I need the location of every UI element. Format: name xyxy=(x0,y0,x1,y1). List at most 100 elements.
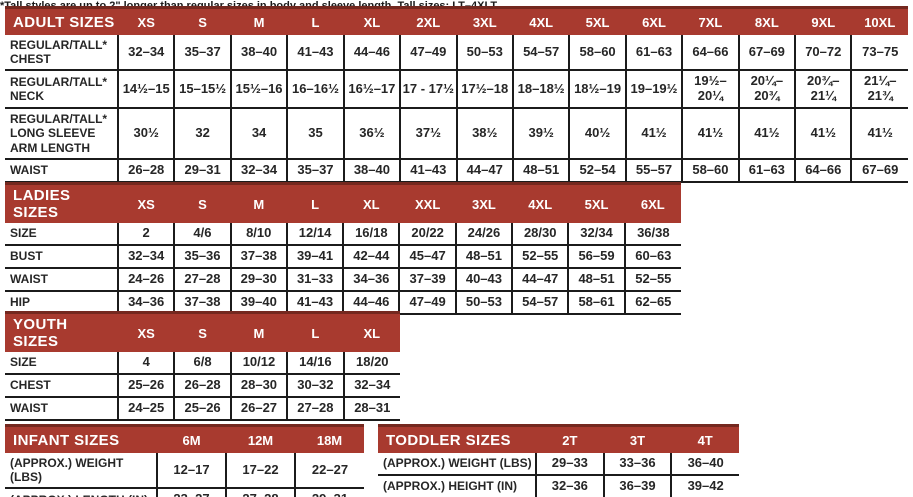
table-cell: 32–34 xyxy=(342,373,400,398)
table-cell: 48–51 xyxy=(511,158,570,183)
table-cell: 41½ xyxy=(850,108,908,160)
table-cell: 61–63 xyxy=(624,35,683,72)
table-cell: 67–69 xyxy=(850,158,908,183)
table-cell: 28–30 xyxy=(229,373,288,398)
column-header: XL xyxy=(343,6,401,35)
column-header: 2T xyxy=(536,424,604,453)
table-title: LADIES SIZES xyxy=(5,182,118,223)
table-cell: 12/14 xyxy=(285,223,344,246)
table-cell: 35–36 xyxy=(173,244,231,269)
table-cell: 48–51 xyxy=(454,244,513,269)
row-label: (APPROX.) WEIGHT (LBS) xyxy=(378,453,536,476)
table-cell: 32/34 xyxy=(567,223,625,246)
ladies-sizes-table: LADIES SIZES XS S M L XL XXL 3XL 4XL 5XL 6XL SIZE 2 4… xyxy=(5,182,681,315)
column-header: S xyxy=(174,6,231,35)
table-cell: 19½– 20¼ xyxy=(681,70,739,110)
column-header: 8XL xyxy=(738,6,796,35)
table-cell: 14½–15 xyxy=(116,70,175,110)
table-cell: 30½ xyxy=(116,108,175,160)
table-row: (APPROX.) WEIGHT (LBS) 12–17 17–22 22–27 xyxy=(5,453,364,490)
table-cell: 39½ xyxy=(511,108,570,160)
table-cell: 15–15½ xyxy=(173,70,231,110)
table-cell: 52–54 xyxy=(568,158,626,183)
table-cell: 32–34 xyxy=(116,35,175,72)
column-header: XS xyxy=(118,311,175,352)
adult-sizes-table: ADULT SIZES XS S M L XL 2XL 3XL 4XL 5XL 6XL 7XL 8XL 9… xyxy=(5,6,908,183)
table-cell: 39–42 xyxy=(670,474,739,497)
table-cell: 40½ xyxy=(568,108,626,160)
column-header: 10XL xyxy=(851,6,908,35)
table-cell: 58–60 xyxy=(568,35,626,72)
column-header: 6M xyxy=(157,424,226,453)
header-row: YOUTH SIZES XS S M L XL xyxy=(5,311,400,352)
table-cell: 34–36 xyxy=(342,267,400,292)
table-cell: 16/18 xyxy=(342,223,400,246)
table-cell: 20/22 xyxy=(398,223,456,246)
table-cell: 4 xyxy=(116,352,175,375)
table-cell: 55–57 xyxy=(624,158,683,183)
table-cell: 18½–19 xyxy=(568,70,626,110)
table-cell: 38½ xyxy=(455,108,513,160)
table-cell: 34 xyxy=(229,108,288,160)
table-cell: 44–47 xyxy=(455,158,513,183)
table-cell: 61–63 xyxy=(737,158,796,183)
column-header: 6XL xyxy=(625,6,683,35)
table-cell: 36–40 xyxy=(670,453,739,476)
column-header: 9XL xyxy=(795,6,852,35)
table-cell: 64–66 xyxy=(681,35,739,72)
toddler-sizes-table: TODDLER SIZES 2T 3T 4T (APPROX.) WEIGHT (LBS… xyxy=(378,424,739,497)
table-cell: 25–26 xyxy=(173,396,231,421)
column-header: 5XL xyxy=(568,182,625,223)
table-title: ADULT SIZES xyxy=(5,6,118,35)
column-header: 3T xyxy=(603,424,672,453)
table-cell: 50–53 xyxy=(455,35,513,72)
table-title: TODDLER SIZES xyxy=(378,424,536,453)
table-cell: 73–75 xyxy=(850,35,908,72)
table-cell: 28/30 xyxy=(511,223,569,246)
table-cell: 47–49 xyxy=(398,290,456,315)
table-cell: 67–69 xyxy=(737,35,796,72)
table-cell: 24–26 xyxy=(116,267,175,292)
table-cell: 29–30 xyxy=(229,267,287,292)
table-cell: 18/20 xyxy=(342,352,400,375)
table-cell: 19–19½ xyxy=(624,70,683,110)
table-cell: 41½ xyxy=(794,108,852,160)
table-cell: 33–36 xyxy=(602,453,672,476)
table-cell: 35–37 xyxy=(286,158,344,183)
ladies-size-grid: LADIES SIZES XS S M L XL XXL 3XL 4XL 5XL 6XL SIZE 2 4… xyxy=(5,182,681,315)
table-cell: 2 xyxy=(116,223,175,246)
table-cell: 60–63 xyxy=(623,244,681,269)
table-cell: 35–37 xyxy=(173,35,231,72)
row-label: (APPROX.) LENGTH (IN) xyxy=(5,488,157,497)
table-cell: 29–31 xyxy=(173,158,231,183)
table-cell: 20¾– 21¼ xyxy=(794,70,852,110)
table-row: REGULAR/TALL* NECK 14½–15 15–15½ 15½–16 16–1… xyxy=(5,70,908,110)
table-cell: 45–47 xyxy=(398,244,456,269)
table-cell: 35 xyxy=(286,108,344,160)
column-header: 2XL xyxy=(400,6,457,35)
table-cell: 70–72 xyxy=(794,35,852,72)
table-cell: 25–26 xyxy=(116,373,175,398)
table-cell: 32 xyxy=(173,108,231,160)
toddler-size-grid: TODDLER SIZES 2T 3T 4T (APPROX.) WEIGHT (LBS… xyxy=(378,424,739,497)
row-label: CHEST xyxy=(5,373,118,398)
column-header: 7XL xyxy=(682,6,739,35)
table-cell: 62–65 xyxy=(623,290,681,315)
table-cell: 38–40 xyxy=(342,158,401,183)
row-label: SIZE xyxy=(5,352,118,375)
column-header: 6XL xyxy=(624,182,681,223)
table-row: WAIST 24–26 27–28 29–30 31–33 34–36 37–39 40–43… xyxy=(5,267,681,292)
table-cell: 42–44 xyxy=(342,244,400,269)
table-cell: 32–34 xyxy=(116,244,175,269)
column-header: 5XL xyxy=(569,6,626,35)
table-row: SIZE 2 4/6 8/10 12/14 16/18 20/22 24/26 28/30 32/… xyxy=(5,223,681,246)
row-label: WAIST xyxy=(5,158,118,183)
column-header: XS xyxy=(118,6,175,35)
table-cell: 37½ xyxy=(399,108,457,160)
table-cell: 64–66 xyxy=(794,158,852,183)
header-row: TODDLER SIZES 2T 3T 4T xyxy=(378,424,739,453)
table-row: (APPROX.) HEIGHT (IN) 32–36 36–39 39–42 xyxy=(378,474,739,497)
table-cell: 27–28 xyxy=(286,396,344,421)
table-cell: 30–32 xyxy=(286,373,344,398)
row-label: REGULAR/TALL* LONG SLEEVE ARM LENGTH xyxy=(5,108,118,160)
